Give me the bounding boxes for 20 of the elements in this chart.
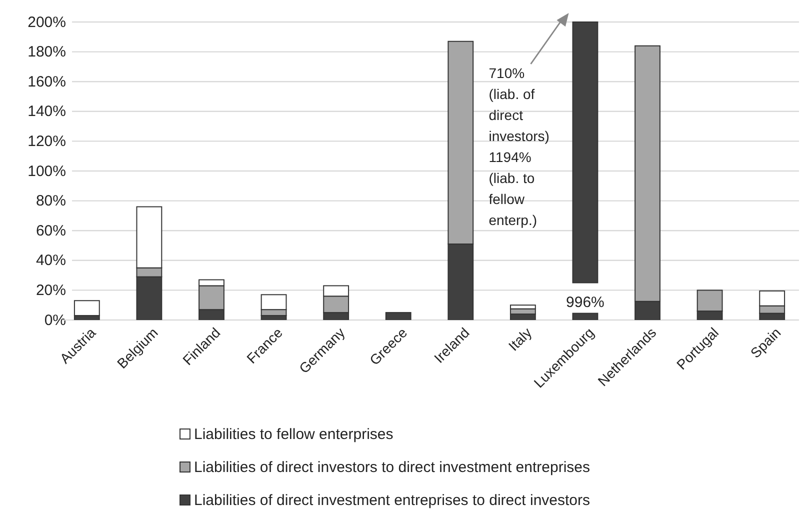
y-tick-label: 0% — [44, 312, 66, 329]
bar — [385, 312, 412, 320]
y-tick-label: 180% — [28, 44, 66, 61]
bar — [74, 300, 100, 316]
legend-label: Liabilities to fellow enterprises — [194, 426, 394, 443]
legend-label: Liabilities of direct investment entreprises to direct investors — [194, 492, 590, 509]
annotation: 996% — [566, 294, 604, 312]
x-tick-label: Italy — [505, 324, 535, 354]
y-tick-label: 40% — [36, 252, 66, 270]
y-tick-label: 80% — [36, 192, 66, 210]
legend-label: Liabilities of direct investors to direct investment entreprises — [194, 459, 590, 476]
y-tick-label: 60% — [36, 222, 66, 240]
y-tick-label: 140% — [28, 103, 66, 120]
annotation: 710% (liab. of direct investors) 1194% (liab. to fellow enterp.) — [488, 65, 550, 228]
y-tick-label: 20% — [36, 282, 66, 299]
bar — [572, 312, 598, 320]
y-tick-label: 160% — [28, 73, 66, 90]
y-tick-label: 200% — [28, 14, 66, 31]
y-tick-label: 100% — [28, 162, 66, 180]
y-tick-label: 120% — [28, 133, 66, 150]
